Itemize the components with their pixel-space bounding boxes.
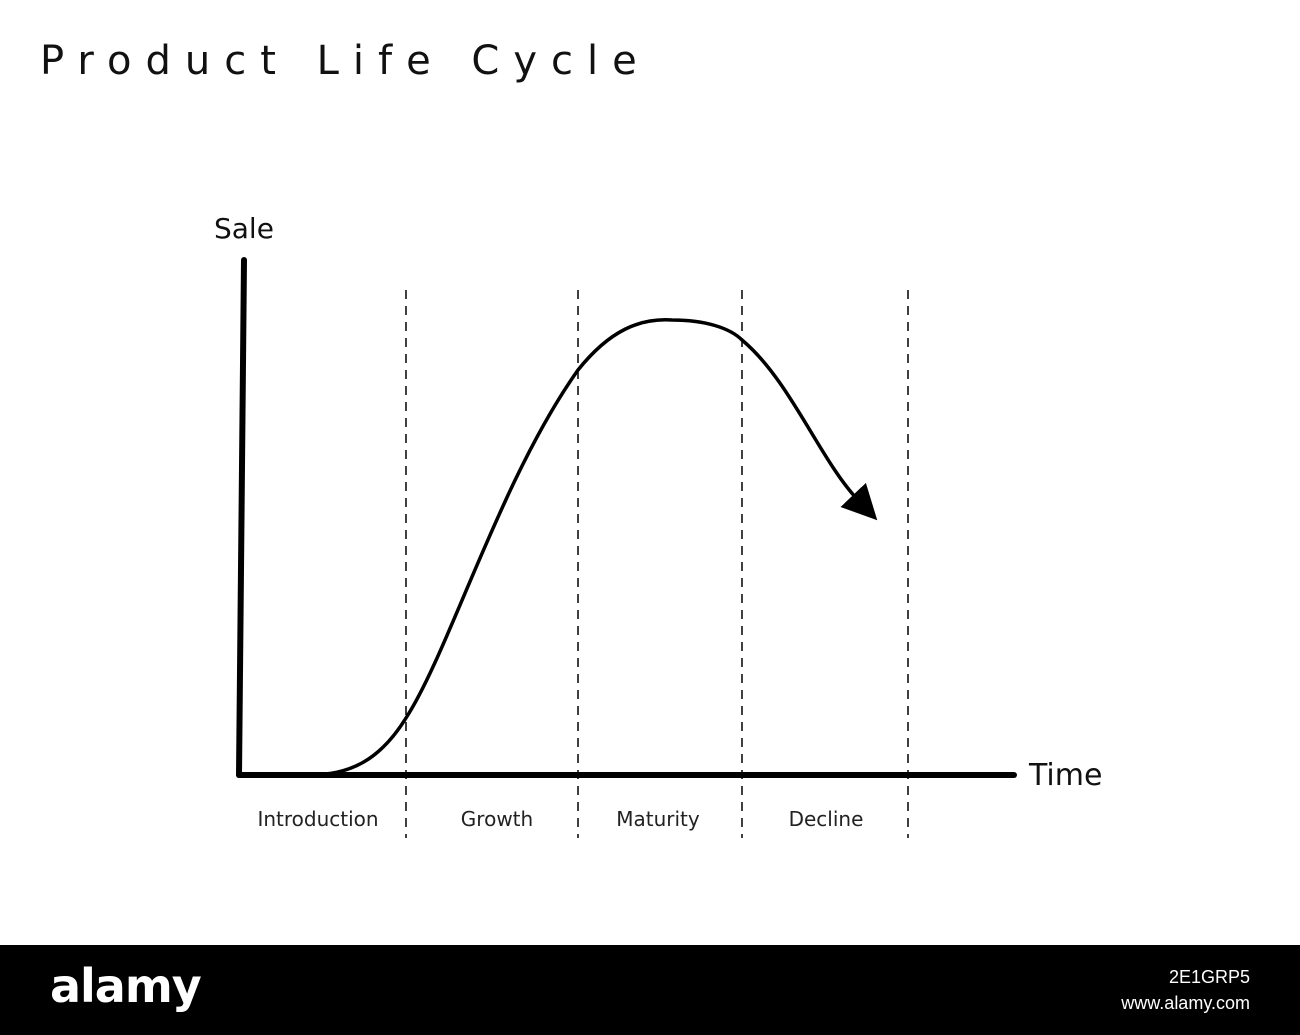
site-url: www.alamy.com: [1121, 993, 1250, 1013]
y-axis-label: Sale: [214, 212, 274, 245]
phase-label-maturity: Maturity: [616, 807, 700, 831]
phase-label-decline: Decline: [789, 807, 864, 831]
product-life-cycle-diagram: Sale Time Introduction Growth Maturity D…: [214, 212, 1102, 838]
image-id: 2E1GRP5: [1168, 967, 1250, 987]
x-axis-label: Time: [1028, 758, 1102, 793]
page-title: Product Life Cycle: [40, 38, 651, 84]
phase-label-growth: Growth: [461, 807, 533, 831]
watermark-footer: alamy 2E1GRP5 www.alamy.com: [0, 945, 1300, 1035]
y-axis-line: [236, 257, 247, 778]
brand-logo: alamy: [50, 959, 202, 1013]
sales-curve: [309, 318, 878, 777]
phase-label-introduction: Introduction: [257, 807, 378, 831]
